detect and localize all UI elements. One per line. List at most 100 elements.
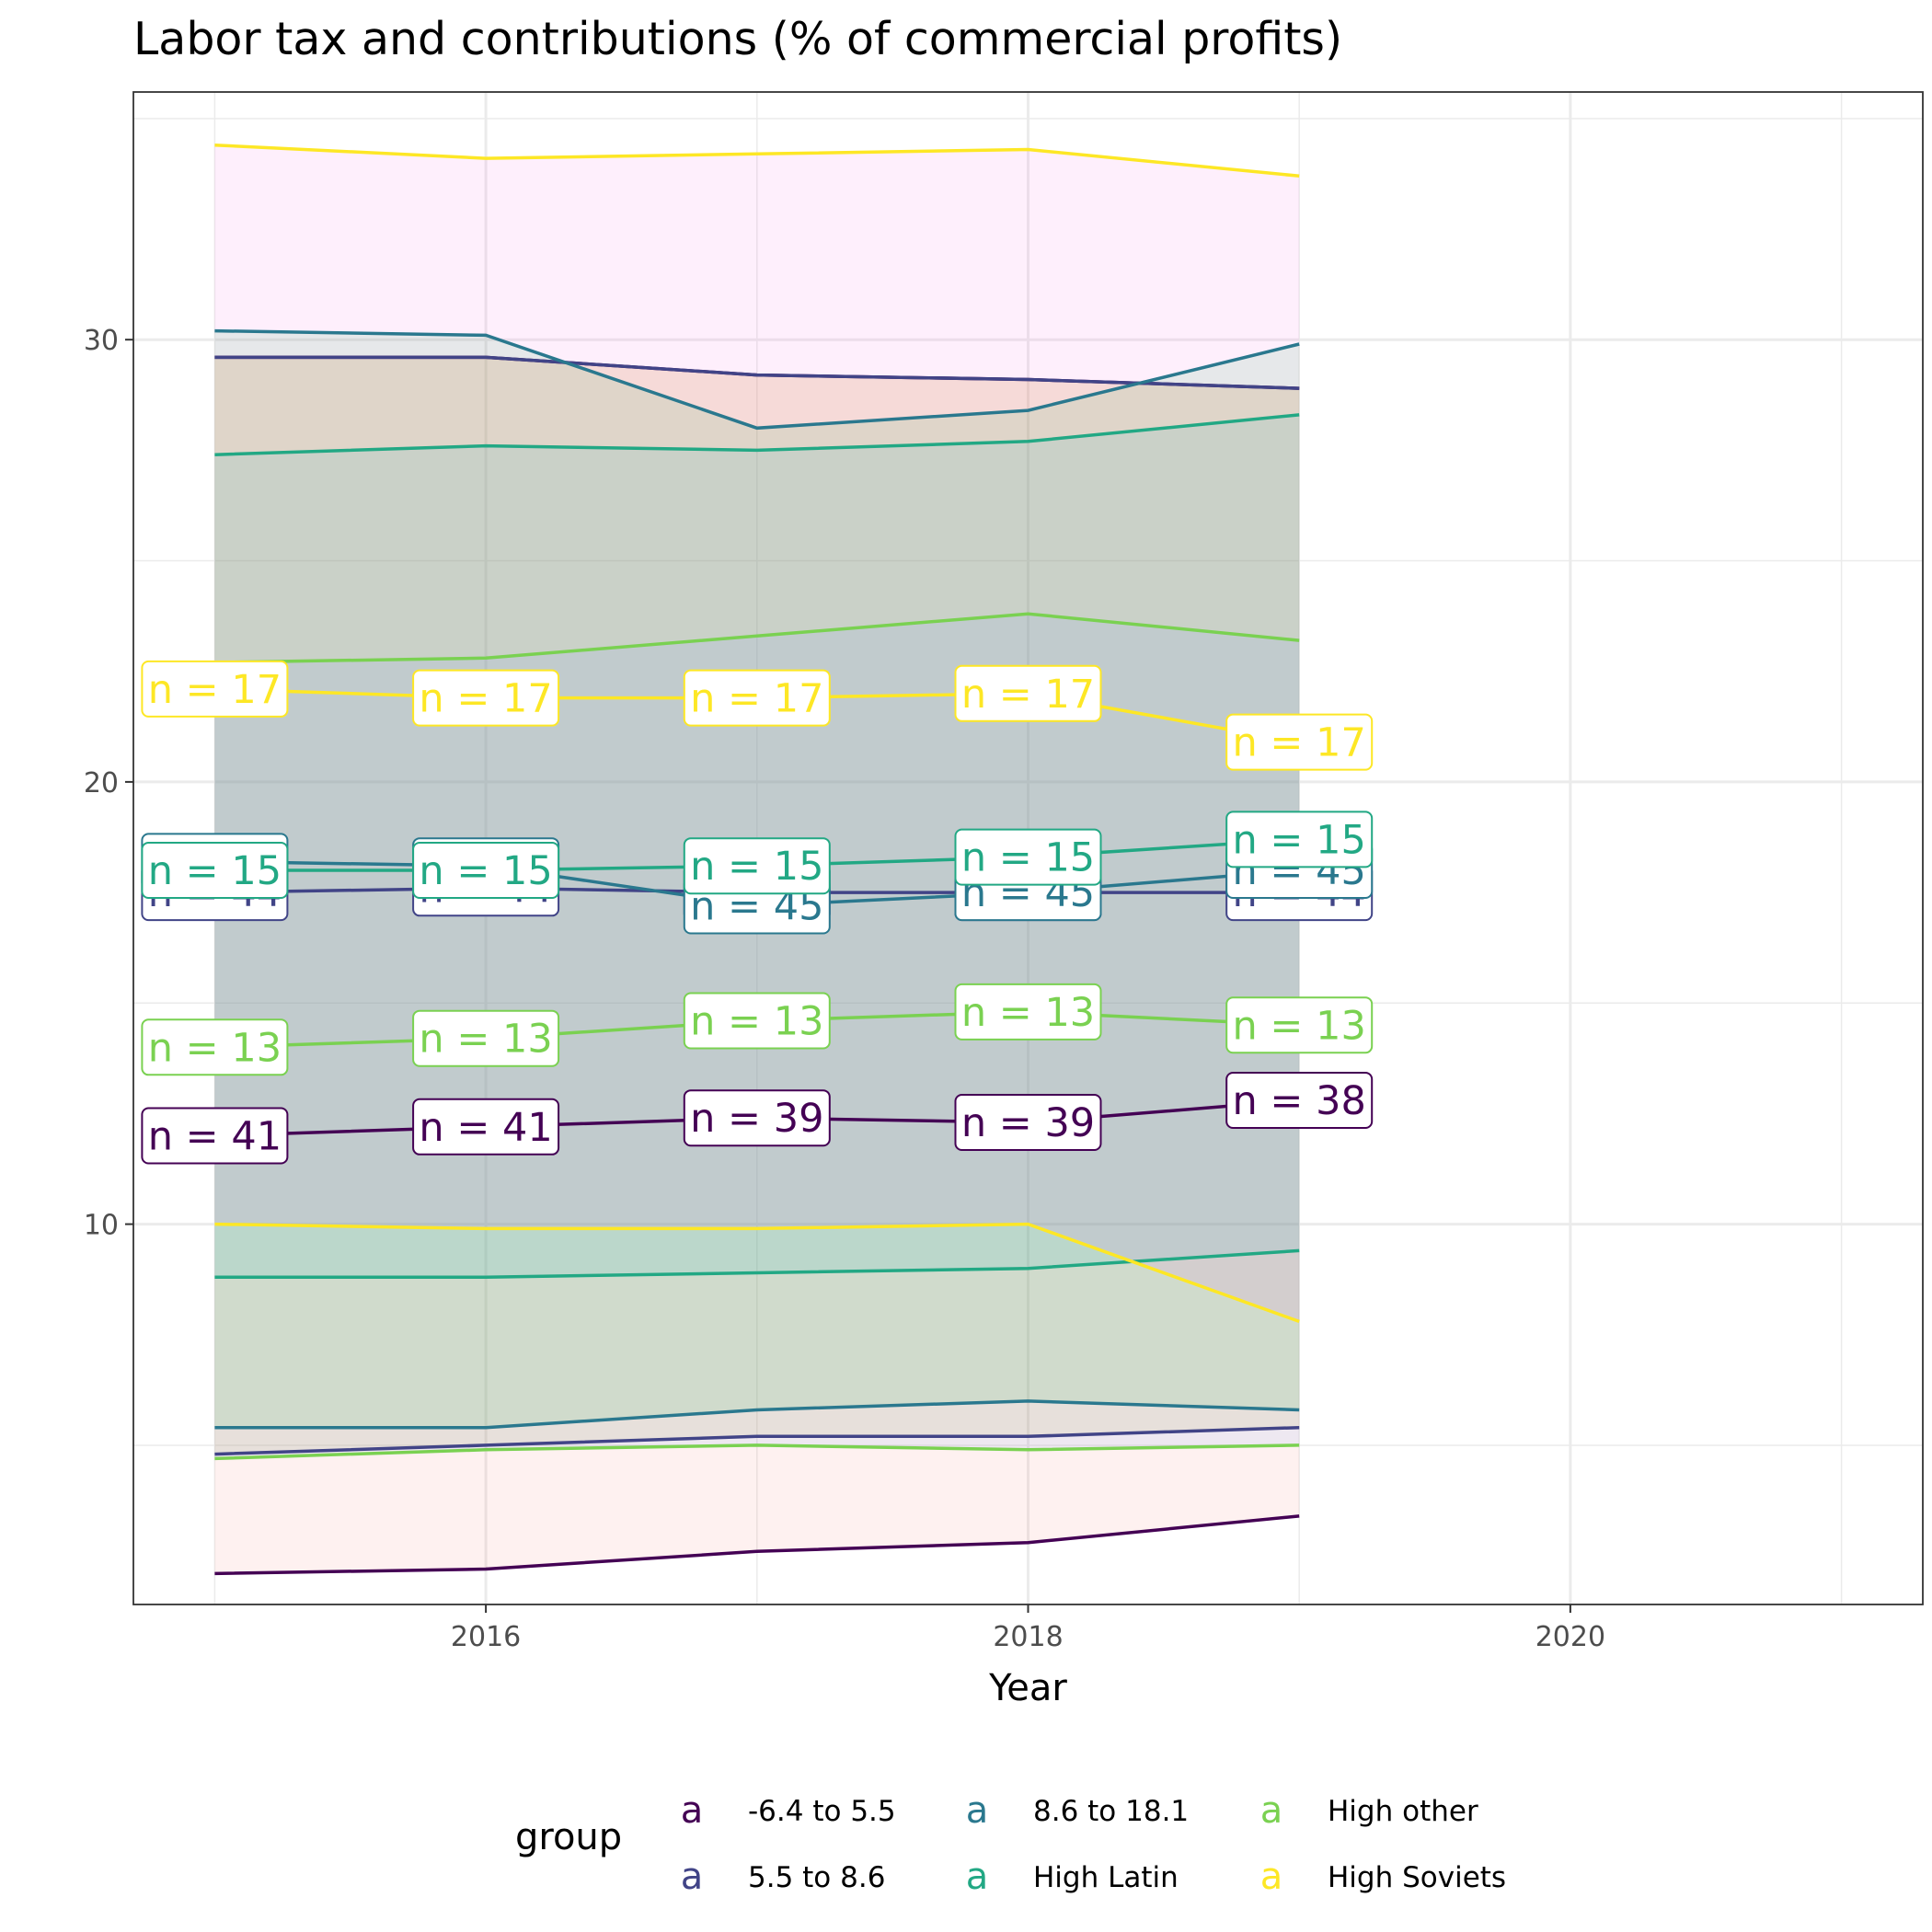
series-lower-line (214, 1514, 1300, 1576)
n-label: n = 13 (954, 983, 1102, 1041)
n-label-box (683, 992, 831, 1050)
y-tick-label: 10 (84, 1210, 119, 1242)
n-label: n = 39 (683, 1089, 831, 1147)
series-lower-line (214, 1425, 1300, 1456)
legend-key-glyph: a (681, 1856, 704, 1898)
n-label-text: n = 15 (961, 835, 1095, 881)
n-label-box (412, 1009, 560, 1067)
n-label-box (1225, 713, 1374, 771)
legend-item: a 5.5 to 8.6 (681, 1856, 886, 1898)
n-label-box (954, 1094, 1102, 1151)
series-upper-line (214, 143, 1300, 178)
n-label-box (141, 1107, 289, 1165)
n-label-box (141, 842, 289, 899)
n-label: n = 41 (412, 1098, 560, 1156)
n-label-text: n = 15 (419, 848, 552, 894)
n-label-text: n = 17 (690, 676, 823, 722)
n-label-box (954, 664, 1102, 722)
legend-item: a -6.4 to 5.5 (681, 1789, 896, 1832)
legend-item: a 8.6 to 18.1 (966, 1789, 1189, 1832)
legend-key-glyph: a (1260, 1789, 1283, 1832)
n-label: n = 15 (1225, 811, 1374, 868)
legend-key-glyph: a (966, 1856, 989, 1898)
n-labels: n = 41n = 41n = 39n = 39n = 38n = 44n = … (141, 660, 1374, 1165)
n-label: n = 15 (141, 842, 289, 899)
series-lines (214, 143, 1300, 1576)
legend-title: group (515, 1816, 622, 1858)
legend-label: 5.5 to 8.6 (748, 1861, 885, 1894)
x-axis-title: Year (988, 1667, 1067, 1709)
series-lower-line (214, 1222, 1300, 1324)
series-lower-line (214, 1248, 1300, 1280)
n-label-text: n = 15 (690, 844, 823, 890)
n-label: n = 38 (1225, 1072, 1374, 1129)
n-label-box (1225, 1072, 1374, 1129)
series-upper-line (214, 328, 1300, 431)
n-label-text: n = 17 (419, 676, 552, 722)
legend-item: a High Latin (966, 1856, 1179, 1898)
n-label-text: n = 41 (419, 1105, 552, 1151)
series-upper-line (214, 413, 1300, 456)
series-lower-line (214, 1399, 1300, 1430)
n-label-text: n = 13 (690, 999, 823, 1045)
n-label-box (954, 983, 1102, 1041)
n-label-text: n = 13 (1233, 1003, 1366, 1049)
x-tick-label: 2016 (451, 1621, 521, 1653)
n-label-box (141, 660, 289, 718)
n-label-text: n = 41 (148, 1114, 282, 1160)
series-lower-line (214, 1443, 1300, 1461)
n-label: n = 15 (412, 842, 560, 899)
legend-label: 8.6 to 18.1 (1033, 1795, 1189, 1828)
n-label-box (412, 842, 560, 899)
x-tick-label: 2018 (993, 1621, 1063, 1653)
n-label-box (412, 1098, 560, 1156)
n-label: n = 17 (954, 664, 1102, 722)
n-label-text: n = 13 (961, 990, 1095, 1036)
n-label-box (1225, 811, 1374, 868)
n-label: n = 17 (141, 660, 289, 718)
n-label-box (683, 669, 831, 727)
n-label-box (1225, 996, 1374, 1054)
legend-label: High other (1328, 1795, 1478, 1828)
n-label: n = 17 (683, 669, 831, 727)
n-label: n = 13 (141, 1018, 289, 1076)
n-label: n = 17 (1225, 713, 1374, 771)
n-label: n = 13 (683, 992, 831, 1050)
n-label-text: n = 17 (1233, 720, 1366, 766)
n-label-text: n = 39 (961, 1100, 1095, 1146)
n-label-text: n = 13 (419, 1017, 552, 1063)
series-upper-line (214, 612, 1300, 664)
n-label: n = 41 (141, 1107, 289, 1165)
n-label: n = 39 (954, 1094, 1102, 1151)
n-label-text: n = 39 (690, 1096, 823, 1142)
n-label-box (412, 669, 560, 727)
axes: 10 20 30 2016 2018 2020 (84, 325, 1605, 1653)
legend-item: a High other (1260, 1789, 1478, 1832)
series-upper-line (214, 355, 1300, 390)
n-label-text: n = 17 (148, 667, 282, 713)
n-label-text: n = 15 (1233, 817, 1366, 863)
n-label: n = 13 (412, 1009, 560, 1067)
n-label-box (683, 1089, 831, 1147)
legend-key-glyph: a (1260, 1856, 1283, 1898)
n-label-box (954, 828, 1102, 886)
n-label-text: n = 15 (148, 848, 282, 894)
legend-label: High Soviets (1328, 1861, 1506, 1894)
legend-label: High Latin (1033, 1861, 1179, 1894)
legend-item: a High Soviets (1260, 1856, 1506, 1898)
n-label-text: n = 13 (148, 1025, 282, 1071)
n-label-text: n = 17 (961, 672, 1095, 718)
n-label-box (141, 1018, 289, 1076)
n-label-text: n = 38 (1233, 1078, 1366, 1124)
n-label: n = 13 (1225, 996, 1374, 1054)
n-label: n = 17 (412, 669, 560, 727)
n-label-box (683, 837, 831, 895)
n-label: n = 15 (954, 828, 1102, 886)
y-tick-label: 20 (84, 767, 119, 799)
chart-title: Labor tax and contributions (% of commer… (133, 13, 1343, 65)
legend-label: -6.4 to 5.5 (748, 1795, 896, 1828)
legend-key-glyph: a (966, 1789, 989, 1832)
legend-key-glyph: a (681, 1789, 704, 1832)
n-label: n = 15 (683, 837, 831, 895)
